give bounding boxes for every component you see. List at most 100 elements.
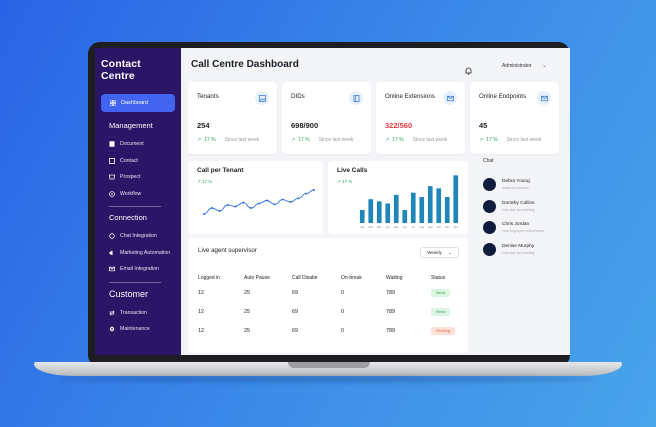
laptop-base: [34, 362, 622, 376]
tick-label: Sep: [428, 225, 433, 229]
divider: [109, 206, 161, 207]
chat-item[interactable]: Chris Jordan How employee performance: [480, 217, 550, 239]
table-row[interactable]: 12 25 69 0 789 Send: [198, 302, 461, 321]
tick-label: Jan: [360, 225, 365, 229]
card-title: Tenants: [197, 93, 219, 100]
sidebar-item-label: Prospect: [120, 174, 141, 181]
page-title: Call Centre Dashboard: [191, 59, 299, 70]
cell: 12: [198, 308, 204, 315]
divider: [109, 281, 161, 283]
sidebar-item-label: Chat Integration: [120, 233, 157, 240]
mail-icon: [443, 91, 457, 105]
live-agent-supervisor: Live agent supervisor Weekly ⌄ Logged in…: [188, 238, 468, 353]
card-value: 698/900: [291, 121, 319, 130]
sidebar-item-chat-integration[interactable]: Chat Integration: [101, 228, 175, 245]
bar: [410, 192, 416, 223]
card-trend: ↗ 17 % Since last week: [197, 137, 259, 143]
chat-item[interactable]: Denise Murphy How was the meeting: [480, 239, 550, 261]
bar: [359, 210, 365, 223]
cell: 25: [244, 289, 250, 296]
chart-title: Call per Tenant: [197, 167, 244, 174]
stat-cards: Tenants 254 ↗ 17 % Since last week DIDs 69…: [188, 82, 559, 154]
sidebar-item-workflow[interactable]: Workflow: [101, 186, 175, 203]
sidebar-item-label: Dashboard: [121, 100, 148, 106]
megaphone-icon: [109, 250, 115, 256]
cell: 25: [244, 308, 250, 315]
cell: 12: [198, 327, 204, 334]
avatar: [483, 242, 496, 256]
card-online-extensions[interactable]: Online Extensions 322/560 ↗ 17 % Since las…: [376, 82, 465, 154]
chart-trend: ↗ 17 %: [337, 179, 352, 185]
sidebar-item-prospect[interactable]: Prospect: [101, 169, 175, 186]
sidebar-item-maintenance[interactable]: Maintenance: [101, 321, 175, 338]
cell: 69: [292, 289, 298, 296]
grid-icon: [110, 100, 116, 106]
chat-message: How employee performance: [502, 229, 545, 234]
table-row[interactable]: 12 25 69 0 789 Send: [198, 283, 461, 302]
tick-label: Jun: [403, 225, 408, 229]
gear-icon: [109, 326, 115, 332]
sidebar-item-document[interactable]: Document: [101, 136, 175, 153]
mail-icon: [109, 266, 115, 272]
trend-since: Since last week: [318, 137, 354, 143]
trend-up-icon: ↗: [479, 137, 484, 143]
bar: [444, 197, 450, 223]
cell: 0: [341, 308, 344, 315]
tick-label: May: [394, 225, 400, 229]
sidebar-item-label: Contact: [120, 157, 138, 164]
sidebar-item-marketing-automation[interactable]: Marketing Automation: [101, 245, 175, 262]
bell-icon[interactable]: [465, 62, 472, 75]
trend-percent: 17 %: [392, 137, 404, 143]
status-badge[interactable]: Send: [431, 307, 450, 316]
cell: 789: [386, 289, 395, 296]
workflow-icon: [109, 190, 115, 197]
trend-up-icon: ↗: [197, 137, 202, 143]
sidebar-item-dashboard[interactable]: Dashboard: [101, 94, 175, 112]
tick-label: Oct: [437, 225, 441, 229]
bar: [402, 210, 408, 223]
section-management: Management: [109, 121, 153, 130]
brand-title: Contact Centre: [101, 58, 141, 82]
trend-percent: 17 %: [204, 137, 216, 143]
column-header: Logged in: [198, 275, 220, 281]
data-point: [273, 203, 276, 206]
agent-table: Logged in Auto Pause Call Disabe On-brea…: [198, 273, 461, 340]
bar: [436, 188, 442, 223]
panel-title: Live agent supervisor: [198, 247, 257, 254]
chart-trend: ↗ 17 %: [197, 179, 212, 185]
tick-label: Apr: [386, 225, 390, 229]
data-point: [305, 192, 308, 195]
avatar: [483, 178, 496, 192]
card-trend: ↗ 17 % Since last week: [385, 137, 447, 143]
column-header: On-break: [341, 275, 362, 281]
cell: 12: [198, 289, 204, 296]
chevron-down-icon[interactable]: ⌄: [542, 63, 548, 69]
card-tenants[interactable]: Tenants 254 ↗ 17 % Since last week: [188, 82, 277, 154]
image-icon: [255, 91, 269, 105]
column-header: Waiting: [386, 275, 403, 281]
sidebar-item-transaction[interactable]: Transaction: [101, 305, 175, 322]
trend-percent: 17 %: [298, 137, 310, 143]
period-select[interactable]: Weekly ⌄: [420, 247, 459, 258]
column-header: Call Disabe: [292, 275, 318, 281]
cell: 789: [386, 308, 395, 315]
status-badge[interactable]: Send: [431, 288, 450, 297]
chat-title: Chat: [483, 158, 494, 164]
chat-item[interactable]: Debra Young Asked for product: [480, 174, 550, 196]
trend-percent: 17 %: [486, 137, 498, 143]
card-dids[interactable]: DIDs 698/900 ↗ 17 % Since last week: [282, 82, 371, 154]
status-badge[interactable]: Pending: [431, 326, 455, 335]
chevron-down-icon: ⌄: [447, 249, 452, 255]
data-point: [313, 189, 315, 191]
sidebar-item-label: Transaction: [120, 309, 147, 316]
trend-up-icon: ↗: [291, 137, 296, 143]
table-row[interactable]: 12 25 69 0 789 Pending: [198, 321, 461, 340]
contact-icon: [109, 157, 115, 164]
card-online-endpoints[interactable]: Online Endpoints 45 ↗ 17 % Since last week: [470, 82, 559, 154]
trend-since: Since last week: [412, 137, 448, 143]
chat-item[interactable]: Dorothy Collins How was the meeting: [480, 196, 550, 218]
data-point: [265, 199, 268, 202]
sidebar-item-email-integration[interactable]: Email Integration: [101, 261, 175, 278]
sidebar-item-contact[interactable]: Contact: [101, 153, 175, 170]
user-menu[interactable]: Administrator: [502, 63, 532, 69]
